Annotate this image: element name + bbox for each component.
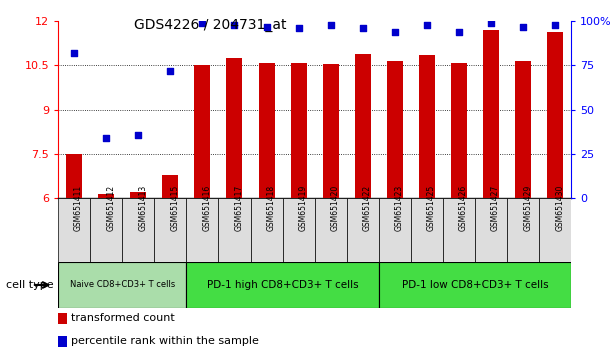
Bar (163, 175, 178, 198)
Bar (387, 61, 403, 198)
Bar (155, 198, 186, 262)
Text: GSM651422: GSM651422 (363, 185, 371, 231)
Bar (515, 61, 531, 198)
Point (518, 24, 528, 29)
Text: GSM651430: GSM651430 (555, 184, 564, 231)
Bar (475, 198, 507, 262)
Point (422, 22, 432, 28)
Bar (443, 198, 475, 262)
Bar (130, 192, 146, 198)
Text: GSM651429: GSM651429 (523, 185, 532, 231)
Text: GSM651416: GSM651416 (202, 185, 211, 231)
Bar (411, 198, 443, 262)
Text: GSM651418: GSM651418 (266, 185, 276, 231)
Bar (507, 198, 540, 262)
Text: GDS4226 / 204731_at: GDS4226 / 204731_at (134, 18, 287, 32)
Text: GSM651427: GSM651427 (491, 185, 500, 231)
Text: GSM651412: GSM651412 (106, 185, 115, 231)
Text: GSM651420: GSM651420 (331, 185, 340, 231)
Text: PD-1 low CD8+CD3+ T cells: PD-1 low CD8+CD3+ T cells (402, 280, 548, 290)
Text: GSM651419: GSM651419 (299, 185, 307, 231)
Bar (291, 63, 307, 198)
Bar (451, 63, 467, 198)
Bar (194, 65, 210, 198)
Bar (90, 198, 122, 262)
Bar (122, 198, 155, 262)
Text: cell type: cell type (6, 280, 54, 290)
Text: GSM651425: GSM651425 (427, 185, 436, 231)
Bar (227, 58, 243, 198)
Bar (379, 262, 571, 308)
Bar (540, 198, 571, 262)
Bar (379, 198, 411, 262)
Text: percentile rank within the sample: percentile rank within the sample (71, 336, 258, 346)
Text: GSM651411: GSM651411 (74, 185, 83, 231)
Bar (419, 55, 435, 198)
Text: GSM651413: GSM651413 (138, 185, 147, 231)
Point (262, 24, 271, 29)
Bar (315, 198, 347, 262)
Bar (186, 198, 219, 262)
Point (294, 25, 304, 31)
Bar (323, 64, 338, 198)
Point (230, 22, 240, 28)
Bar (98, 194, 114, 198)
Bar (66, 154, 82, 198)
Point (454, 29, 464, 35)
Bar (58, 198, 90, 262)
Bar (483, 30, 499, 198)
Bar (547, 32, 563, 198)
Point (133, 132, 143, 137)
Text: GSM651426: GSM651426 (459, 185, 468, 231)
Point (101, 135, 111, 141)
Point (358, 25, 368, 31)
Bar (219, 198, 251, 262)
Bar (283, 198, 315, 262)
Point (390, 29, 400, 35)
Bar (347, 198, 379, 262)
Bar (58, 262, 186, 308)
Bar (258, 63, 274, 198)
Point (166, 68, 175, 74)
Bar (58, 336, 67, 347)
Text: GSM651415: GSM651415 (170, 185, 179, 231)
Text: Naive CD8+CD3+ T cells: Naive CD8+CD3+ T cells (70, 280, 175, 290)
Bar (251, 198, 283, 262)
Text: PD-1 high CD8+CD3+ T cells: PD-1 high CD8+CD3+ T cells (207, 280, 359, 290)
Bar (186, 262, 379, 308)
Text: GSM651417: GSM651417 (235, 185, 243, 231)
Point (486, 20, 496, 26)
Text: transformed count: transformed count (71, 313, 175, 323)
Point (69, 50, 79, 56)
Bar (355, 54, 371, 198)
Text: GSM651423: GSM651423 (395, 185, 404, 231)
Point (551, 22, 560, 28)
Point (197, 20, 207, 26)
Point (326, 22, 335, 28)
Bar (58, 313, 67, 324)
